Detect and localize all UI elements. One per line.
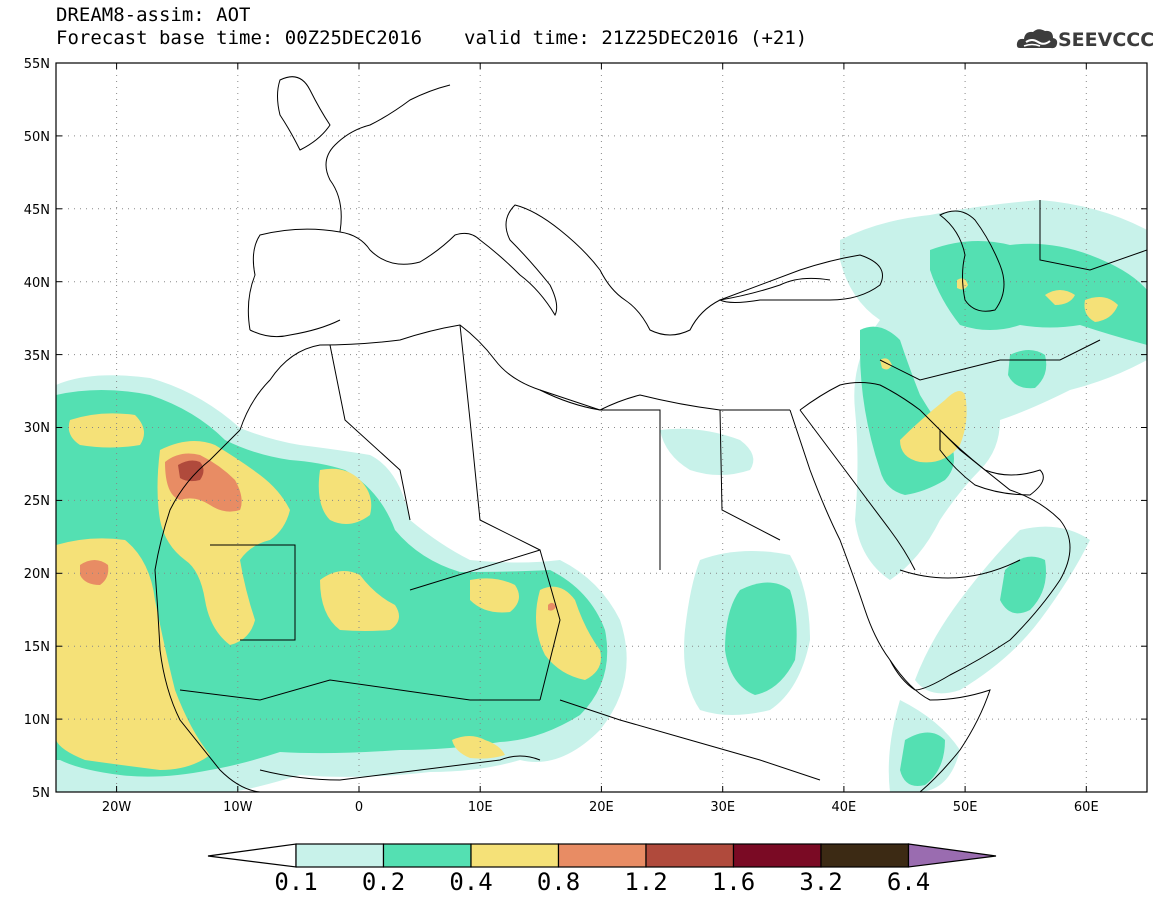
lat-label: 15N: [24, 640, 50, 655]
lon-label: 40E: [832, 800, 857, 815]
lat-label: 45N: [24, 203, 50, 218]
lat-label: 20N: [24, 567, 50, 582]
colorbar-swatch: [470, 843, 560, 868]
colorbar-label: 6.4: [886, 868, 931, 896]
lat-label: 55N: [24, 57, 50, 72]
colorbar-label: 3.2: [799, 868, 843, 896]
lon-label: 30E: [710, 800, 735, 815]
map-title: DREAM8-assim: AOT: [56, 4, 251, 26]
lon-label: 10W: [223, 800, 253, 815]
aot-band-1.2: [178, 460, 204, 482]
colorbar-high-arrow: [907, 843, 997, 868]
seevccc-logo: SEEVCCC: [1016, 26, 1156, 54]
aot-field: [56, 63, 1147, 792]
colorbar-label: 0.8: [536, 868, 581, 896]
colorbar-label: 0.1: [274, 868, 318, 896]
lon-label: 50E: [953, 800, 978, 815]
lat-label: 25N: [24, 494, 50, 509]
lon-label: 20E: [589, 800, 614, 815]
colorbar-low-arrow: [207, 843, 297, 868]
lat-label: 10N: [24, 713, 50, 728]
colorbar-swatch: [295, 843, 385, 868]
lat-label: 5N: [32, 786, 50, 801]
lat-label: 30N: [24, 421, 50, 436]
colorbar-swatch: [382, 843, 472, 868]
lon-label: 10E: [468, 800, 493, 815]
axis-ticks: [56, 62, 1147, 793]
cloud-icon: [1016, 29, 1058, 49]
lon-label: 60E: [1074, 800, 1099, 815]
lat-label: 50N: [24, 130, 50, 145]
lon-labels: 20W 10W 0 10E 20E 30E 40E 50E 60E: [102, 800, 1099, 815]
lon-label: 0: [355, 800, 363, 815]
colorbar-label: 1.6: [711, 868, 756, 896]
base-time: Forecast base time: 00Z25DEC2016: [56, 27, 423, 49]
colorbar-swatch: [557, 843, 647, 868]
valid-time: valid time: 21Z25DEC2016 (+21): [464, 27, 808, 49]
colorbar-swatch: [645, 843, 735, 868]
colorbar-swatch: [820, 843, 910, 868]
lat-label: 35N: [24, 349, 50, 364]
colorbar-label: 0.4: [449, 868, 493, 896]
colorbar-label: 0.2: [361, 868, 406, 896]
colorbar-swatch: [732, 843, 822, 868]
lat-label: 40N: [24, 276, 50, 291]
forecast-times: Forecast base time: 00Z25DEC2016 valid ti…: [56, 27, 807, 49]
colorbar: [207, 843, 997, 868]
lon-label: 20W: [102, 800, 132, 815]
logo-text: SEEVCCC: [1058, 29, 1155, 51]
coastlines: [154, 76, 1147, 792]
lat-labels: 55N 50N 45N 40N 35N 30N 25N 20N 15N 10N …: [24, 57, 50, 801]
colorbar-label: 1.2: [624, 868, 668, 896]
